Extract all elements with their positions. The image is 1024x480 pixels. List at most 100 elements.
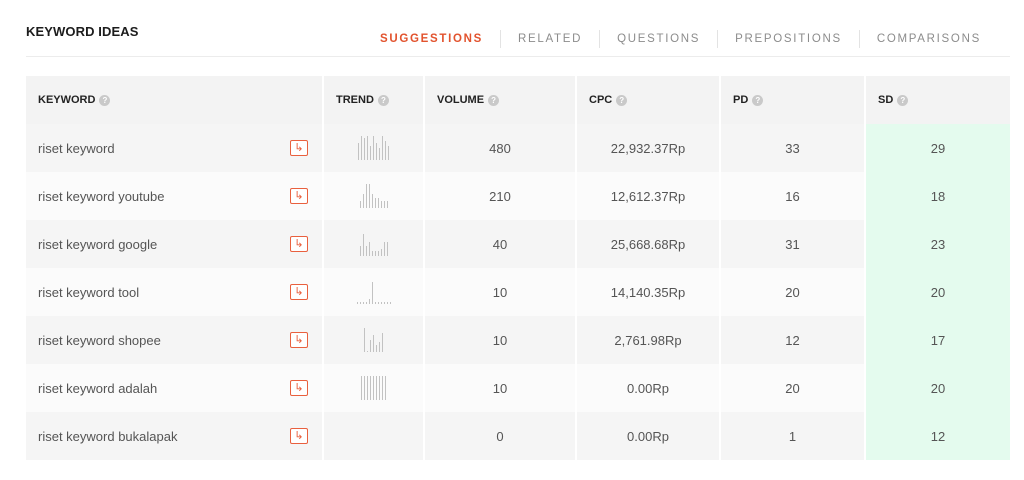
section-title: KEYWORD IDEAS xyxy=(26,24,139,39)
trend-bar xyxy=(364,328,365,352)
table-row: riset keyword tool ↳ 10 14,140.35Rp 20 20 xyxy=(26,268,1010,316)
tab-prepositions[interactable]: PREPOSITIONS xyxy=(717,30,859,48)
column-label: SD xyxy=(878,94,894,106)
trend-cell xyxy=(324,220,425,268)
table-row: riset keyword youtube ↳ 210 12,612.37Rp 1… xyxy=(26,172,1010,220)
column-label: KEYWORD xyxy=(38,94,96,106)
keyword-text[interactable]: riset keyword adalah xyxy=(38,380,158,396)
arrow-corner-down-right-icon[interactable]: ↳ xyxy=(290,332,308,348)
trend-bar xyxy=(361,136,362,160)
trend-bar xyxy=(382,136,383,160)
trend-bar xyxy=(386,201,388,208)
tab-comparisons[interactable]: COMPARISONS xyxy=(858,30,998,48)
tab-related[interactable]: RELATED xyxy=(500,30,599,48)
help-icon[interactable]: ? xyxy=(752,94,764,106)
cpc-cell: 0.00Rp xyxy=(577,412,721,460)
trend-bar xyxy=(383,242,385,256)
column-header-cpc[interactable]: CPC? xyxy=(577,76,721,124)
column-header-trend[interactable]: TREND? xyxy=(324,76,425,124)
trend-cell xyxy=(324,364,425,412)
trend-sparkline xyxy=(324,328,423,352)
arrow-corner-down-right-icon[interactable]: ↳ xyxy=(290,284,308,300)
cpc-cell: 22,932.37Rp xyxy=(577,124,721,172)
trend-bar xyxy=(386,242,388,256)
arrow-corner-down-right-icon[interactable]: ↳ xyxy=(290,140,308,156)
keyword-text[interactable]: riset keyword xyxy=(38,140,115,156)
tab-questions[interactable]: QUESTIONS xyxy=(599,30,717,48)
trend-bar xyxy=(367,136,368,160)
help-icon[interactable]: ? xyxy=(897,94,909,106)
keyword-text[interactable]: riset keyword shopee xyxy=(38,332,161,348)
trend-bar xyxy=(377,198,379,208)
trend-bar xyxy=(371,194,373,208)
keyword-text[interactable]: riset keyword google xyxy=(38,236,158,252)
trend-cell xyxy=(324,412,425,460)
help-icon[interactable]: ? xyxy=(488,94,500,106)
column-header-pd[interactable]: PD? xyxy=(721,76,866,124)
volume-cell: 10 xyxy=(425,316,577,364)
cpc-cell: 0.00Rp xyxy=(577,364,721,412)
keyword-cell: riset keyword youtube ↳ xyxy=(26,172,324,220)
sd-cell: 17 xyxy=(866,316,1010,364)
trend-bar xyxy=(359,302,361,304)
arrow-corner-down-right-icon[interactable]: ↳ xyxy=(290,236,308,252)
keyword-text[interactable]: riset keyword bukalapak xyxy=(38,428,178,444)
trend-bar xyxy=(365,184,367,208)
trend-bar xyxy=(376,376,377,400)
volume-cell: 210 xyxy=(425,172,577,220)
trend-bar xyxy=(370,340,371,352)
keyword-text[interactable]: riset keyword tool xyxy=(38,284,140,300)
column-header-keyword[interactable]: KEYWORD? xyxy=(26,76,324,124)
trend-bar xyxy=(386,302,388,304)
trend-bar xyxy=(359,246,361,256)
keyword-cell: riset keyword tool ↳ xyxy=(26,268,324,316)
volume-cell: 480 xyxy=(425,124,577,172)
header-divider xyxy=(26,56,1010,57)
pd-cell: 1 xyxy=(721,412,866,460)
pd-cell: 12 xyxy=(721,316,866,364)
help-icon[interactable]: ? xyxy=(377,94,389,106)
keyword-text[interactable]: riset keyword youtube xyxy=(38,188,165,204)
arrow-corner-down-right-icon[interactable]: ↳ xyxy=(290,380,308,396)
trend-bar xyxy=(379,342,380,352)
trend-bar xyxy=(362,194,364,208)
keyword-table: KEYWORD? TREND? VOLUME? CPC? PD? SD? ris… xyxy=(26,76,1010,460)
arrow-corner-down-right-icon[interactable]: ↳ xyxy=(290,188,308,204)
trend-bar xyxy=(374,251,376,256)
trend-bar xyxy=(368,299,370,304)
trend-bar xyxy=(380,249,382,256)
trend-sparkline xyxy=(324,232,423,256)
trend-bar xyxy=(356,302,358,304)
trend-bar xyxy=(374,198,376,208)
column-label: PD xyxy=(733,94,749,106)
tab-suggestions[interactable]: SUGGESTIONS xyxy=(380,33,484,45)
trend-bar xyxy=(371,282,373,304)
help-icon[interactable]: ? xyxy=(99,94,111,106)
keyword-cell: riset keyword ↳ xyxy=(26,124,324,172)
trend-bar xyxy=(383,201,385,208)
column-header-volume[interactable]: VOLUME? xyxy=(425,76,577,124)
column-header-sd[interactable]: SD? xyxy=(866,76,1010,124)
trend-bar xyxy=(377,302,379,304)
sd-cell: 23 xyxy=(866,220,1010,268)
pd-cell: 33 xyxy=(721,124,866,172)
help-icon[interactable]: ? xyxy=(616,94,628,106)
trend-bar xyxy=(374,302,376,304)
trend-bar xyxy=(380,201,382,208)
trend-bar xyxy=(373,376,374,400)
volume-cell: 40 xyxy=(425,220,577,268)
trend-cell xyxy=(324,172,425,220)
arrow-corner-down-right-icon[interactable]: ↳ xyxy=(290,428,308,444)
trend-cell xyxy=(324,268,425,316)
table-row: riset keyword ↳ 480 22,932.37Rp 33 29 xyxy=(26,124,1010,172)
table-row: riset keyword google ↳ 40 25,668.68Rp 31 … xyxy=(26,220,1010,268)
trend-bar xyxy=(376,345,377,352)
trend-bar xyxy=(388,146,389,160)
trend-bar xyxy=(370,146,371,160)
trend-sparkline xyxy=(324,184,423,208)
cpc-cell: 14,140.35Rp xyxy=(577,268,721,316)
trend-sparkline xyxy=(324,280,423,304)
trend-bar xyxy=(385,376,386,400)
trend-bar xyxy=(379,148,380,160)
trend-sparkline xyxy=(324,136,423,160)
